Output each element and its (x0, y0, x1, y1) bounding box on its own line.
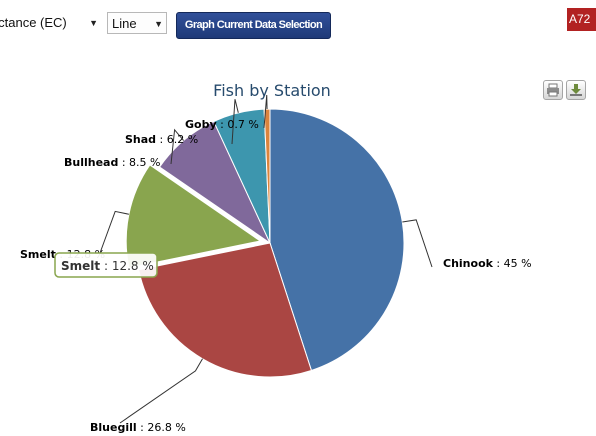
chevron-down-icon: ▼ (154, 19, 163, 29)
data-label-value: : 45 % (493, 257, 532, 270)
chart-type-select-value: Line (112, 16, 137, 31)
download-button[interactable] (566, 80, 586, 100)
data-label-chinook: Chinook : 45 % (443, 257, 532, 270)
parameter-select-value: luctance (EC) (0, 15, 67, 30)
print-button[interactable] (543, 80, 563, 100)
download-icon (570, 84, 582, 96)
connector-chinook (402, 219, 433, 268)
tooltip-box (54, 252, 158, 278)
chart-title: Fish by Station (213, 81, 331, 100)
status-badge: A72 (567, 8, 596, 31)
connector-bullhead (170, 128, 184, 165)
tooltip-name: Smelt (61, 259, 100, 273)
data-label-value: : 6.2 % (156, 133, 198, 146)
data-label-name: Bullhead (64, 156, 118, 169)
svg-text:Smelt : 12.8 %: Smelt : 12.8 % (61, 259, 154, 273)
chart-type-select[interactable]: Line ▼ (107, 12, 167, 34)
print-icon (547, 83, 559, 97)
data-label-goby: Goby : 0.7 % (185, 118, 259, 131)
connector-bluegill (119, 358, 203, 424)
data-label-name: Bluegill (90, 421, 137, 434)
data-label-name: Shad (125, 133, 156, 146)
data-label-value: : 0.7 % (217, 118, 259, 131)
pie-chart: Fish by Station Chinook : 45 % Bluegill :… (20, 81, 532, 434)
chevron-down-icon: ▼ (89, 18, 98, 28)
data-label-value: : 8.5 % (118, 156, 160, 169)
graph-current-data-selection-button[interactable]: Graph Current Data Selection (176, 12, 331, 39)
data-label-bullhead: Bullhead : 8.5 % (64, 156, 161, 169)
connector-goby (263, 94, 268, 129)
connector-shad (231, 99, 239, 145)
data-label-shad: Shad : 6.2 % (125, 133, 198, 146)
data-label-name: Chinook (443, 257, 494, 270)
parameter-select[interactable]: luctance (EC) ▼ (0, 12, 101, 34)
data-label-name: Smelt (20, 248, 56, 261)
data-label-name: Goby (185, 118, 217, 131)
data-label-bluegill: Bluegill : 26.8 % (90, 421, 186, 434)
toolbar: luctance (EC) ▼ Line ▼ Graph Current Dat… (0, 0, 596, 44)
connector-smelt (99, 210, 130, 254)
tooltip-value: 12.8 % (112, 259, 154, 273)
tooltip: Smelt : 12.8 % (54, 252, 158, 278)
data-label-value: : 26.8 % (137, 421, 186, 434)
